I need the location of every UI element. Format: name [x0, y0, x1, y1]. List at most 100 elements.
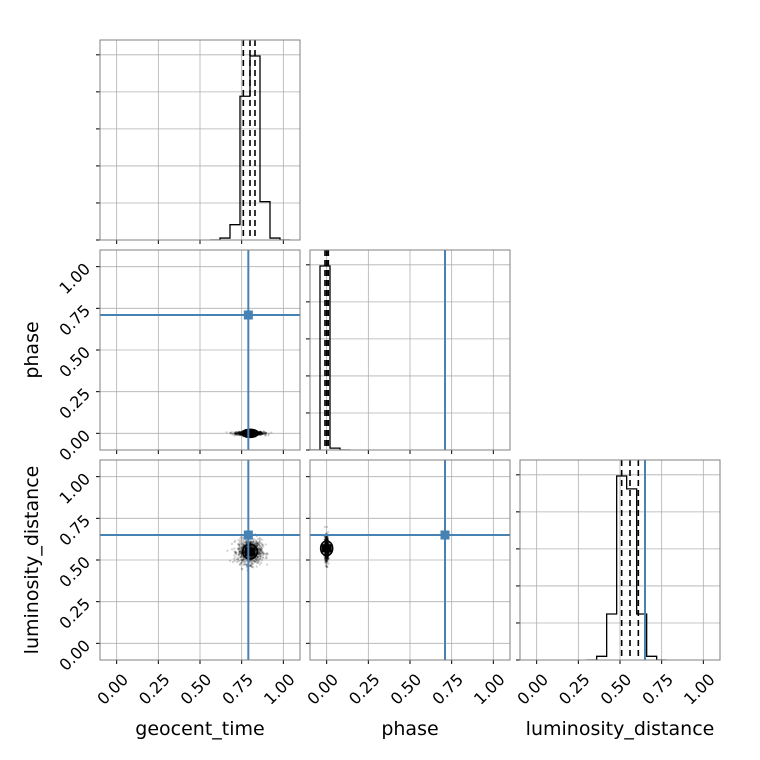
sample-point	[262, 553, 265, 556]
sample-point	[235, 431, 238, 435]
sample-point	[235, 432, 238, 435]
sample-point	[325, 552, 328, 555]
sample-point	[233, 434, 236, 437]
panel-frame	[99, 39, 301, 241]
sample-point	[236, 433, 239, 436]
sample-point	[249, 540, 252, 544]
sample-point	[325, 541, 328, 544]
sample-point	[236, 558, 239, 561]
sample-point	[325, 551, 328, 555]
sample-point	[250, 565, 253, 569]
sample-point	[265, 556, 268, 559]
sample-point	[257, 543, 260, 546]
sample-point	[238, 431, 241, 434]
sample-point	[325, 562, 328, 565]
sample-point	[238, 547, 241, 551]
sample-point	[238, 545, 241, 548]
sample-point	[326, 552, 329, 555]
sample-point	[324, 558, 327, 561]
sample-point	[233, 547, 236, 550]
sample-point	[325, 551, 329, 555]
sample-point	[250, 555, 253, 558]
sample-point	[261, 543, 264, 546]
sample-point	[250, 540, 253, 544]
sample-point	[240, 538, 243, 541]
sample-point	[325, 541, 328, 544]
sample-point	[323, 525, 326, 529]
panel-phase-vs-luminosity_distance: 0.00 0.25 0.50 0.75 1.00	[303, 459, 511, 709]
sample-point	[325, 552, 328, 555]
sample-point	[254, 560, 257, 563]
sample-point	[325, 552, 328, 555]
sample-point	[250, 545, 253, 548]
sample-point	[228, 559, 232, 562]
sample-point	[326, 538, 330, 541]
sample-point	[255, 542, 258, 545]
sample-point	[258, 544, 262, 547]
sample-point	[249, 545, 252, 548]
sample-point	[258, 433, 261, 436]
sample-point	[253, 538, 256, 541]
sample-point	[324, 552, 327, 556]
sample-point	[326, 558, 329, 561]
sample-point	[251, 555, 254, 558]
sample-point	[239, 550, 242, 554]
sample-point	[259, 549, 262, 552]
sample-point	[243, 558, 246, 562]
sample-point	[239, 546, 242, 549]
sample-point	[325, 541, 328, 544]
panel-content	[310, 250, 446, 450]
grid-lines	[310, 460, 510, 660]
x-tick-label: 0.75	[428, 670, 467, 709]
sample-point	[325, 558, 328, 562]
sample-point	[259, 433, 263, 436]
sample-point	[261, 550, 264, 553]
sample-point	[261, 554, 265, 557]
sample-point	[242, 431, 246, 434]
sample-point	[249, 556, 252, 559]
y-axis-label-phase: phase	[21, 321, 43, 378]
sample-point	[239, 555, 243, 559]
sample-point	[258, 432, 262, 436]
sample-point	[259, 541, 263, 545]
sample-point	[242, 431, 245, 434]
sample-point	[326, 552, 329, 555]
sample-point	[325, 542, 328, 545]
sample-point	[327, 557, 330, 560]
sample-point	[325, 561, 328, 564]
sample-point	[325, 560, 328, 563]
sample-point	[229, 431, 232, 434]
sample-point	[242, 431, 246, 434]
sample-point	[325, 537, 328, 541]
sample-point	[325, 541, 328, 544]
grid-lines	[100, 40, 300, 240]
sample-point	[254, 539, 257, 542]
sample-point	[233, 554, 236, 557]
sample-point	[265, 432, 268, 435]
sample-point	[233, 432, 236, 435]
sample-point	[255, 541, 259, 544]
sample-point	[323, 535, 326, 539]
x-tick-label: 0.25	[345, 670, 384, 709]
sample-point	[238, 543, 241, 546]
sample-point	[237, 431, 240, 434]
sample-point	[324, 553, 328, 556]
sample-point	[253, 542, 256, 545]
sample-point	[255, 544, 258, 547]
y-tick-label: 0.75	[55, 511, 94, 550]
sample-point	[260, 548, 264, 551]
sample-point	[254, 432, 257, 436]
sample-point	[260, 431, 264, 435]
sample-point	[325, 557, 328, 560]
sample-point	[325, 541, 328, 544]
sample-point	[260, 561, 263, 564]
sample-point	[252, 559, 255, 562]
sample-point	[259, 432, 262, 436]
sample-point	[255, 565, 258, 568]
sample-point	[325, 560, 328, 563]
sample-point	[230, 542, 234, 546]
x-tick-label: 0.00	[513, 670, 552, 709]
sample-point	[244, 541, 247, 544]
sample-point	[258, 432, 261, 435]
sample-point	[256, 558, 259, 562]
